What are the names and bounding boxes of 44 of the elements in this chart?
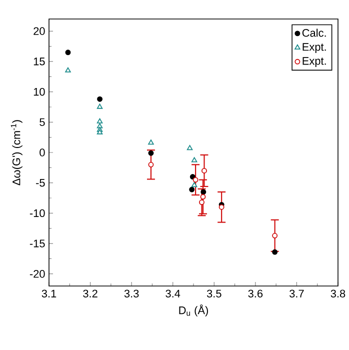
point xyxy=(199,200,205,205)
point xyxy=(272,249,278,255)
point xyxy=(192,177,198,183)
point xyxy=(96,123,103,128)
point xyxy=(191,182,198,188)
y-axis-title: Δω(G') (cm$^{-1}$) xyxy=(10,120,22,186)
y-tick-label: 10 xyxy=(34,88,45,96)
y-tick-label: -5 xyxy=(36,179,45,187)
legend-label: Calc. xyxy=(302,28,326,37)
point xyxy=(191,157,198,162)
point xyxy=(96,104,103,109)
x-tick-label: 3.4 xyxy=(166,290,180,298)
point xyxy=(202,168,207,174)
y-tick-label: -10 xyxy=(30,209,45,218)
point xyxy=(65,67,71,72)
x-tick-label: 3.6 xyxy=(248,290,263,298)
legend-label: Expt. xyxy=(302,43,326,53)
point xyxy=(96,129,103,134)
point xyxy=(186,145,193,150)
y-tick-label: -15 xyxy=(30,240,45,248)
legend-label: Expt. xyxy=(302,57,326,67)
x-tick-label: 3.3 xyxy=(124,290,139,298)
x-tick-label: 3.1 xyxy=(42,290,56,298)
point xyxy=(96,118,103,124)
x-axis-title: D$_{u}$ (Å) xyxy=(179,304,208,316)
point xyxy=(97,96,103,102)
point xyxy=(65,50,71,56)
point xyxy=(148,140,154,145)
y-tick-label: 15 xyxy=(34,58,45,66)
point xyxy=(148,150,154,156)
x-tick-label: 3.5 xyxy=(206,290,222,298)
x-tick-label: 3.7 xyxy=(290,290,304,298)
y-tick-label: 5 xyxy=(40,118,45,126)
y-tick-label: -20 xyxy=(30,270,45,278)
point xyxy=(272,232,278,238)
point xyxy=(200,194,206,200)
x-tick-label: 3.2 xyxy=(83,290,98,298)
point xyxy=(200,189,206,195)
point xyxy=(148,162,154,168)
x-tick-label: 3.8 xyxy=(330,290,346,298)
point xyxy=(218,204,224,210)
y-tick-label: 20 xyxy=(34,27,45,36)
y-tick-label: 0 xyxy=(40,148,45,156)
point xyxy=(189,186,195,192)
